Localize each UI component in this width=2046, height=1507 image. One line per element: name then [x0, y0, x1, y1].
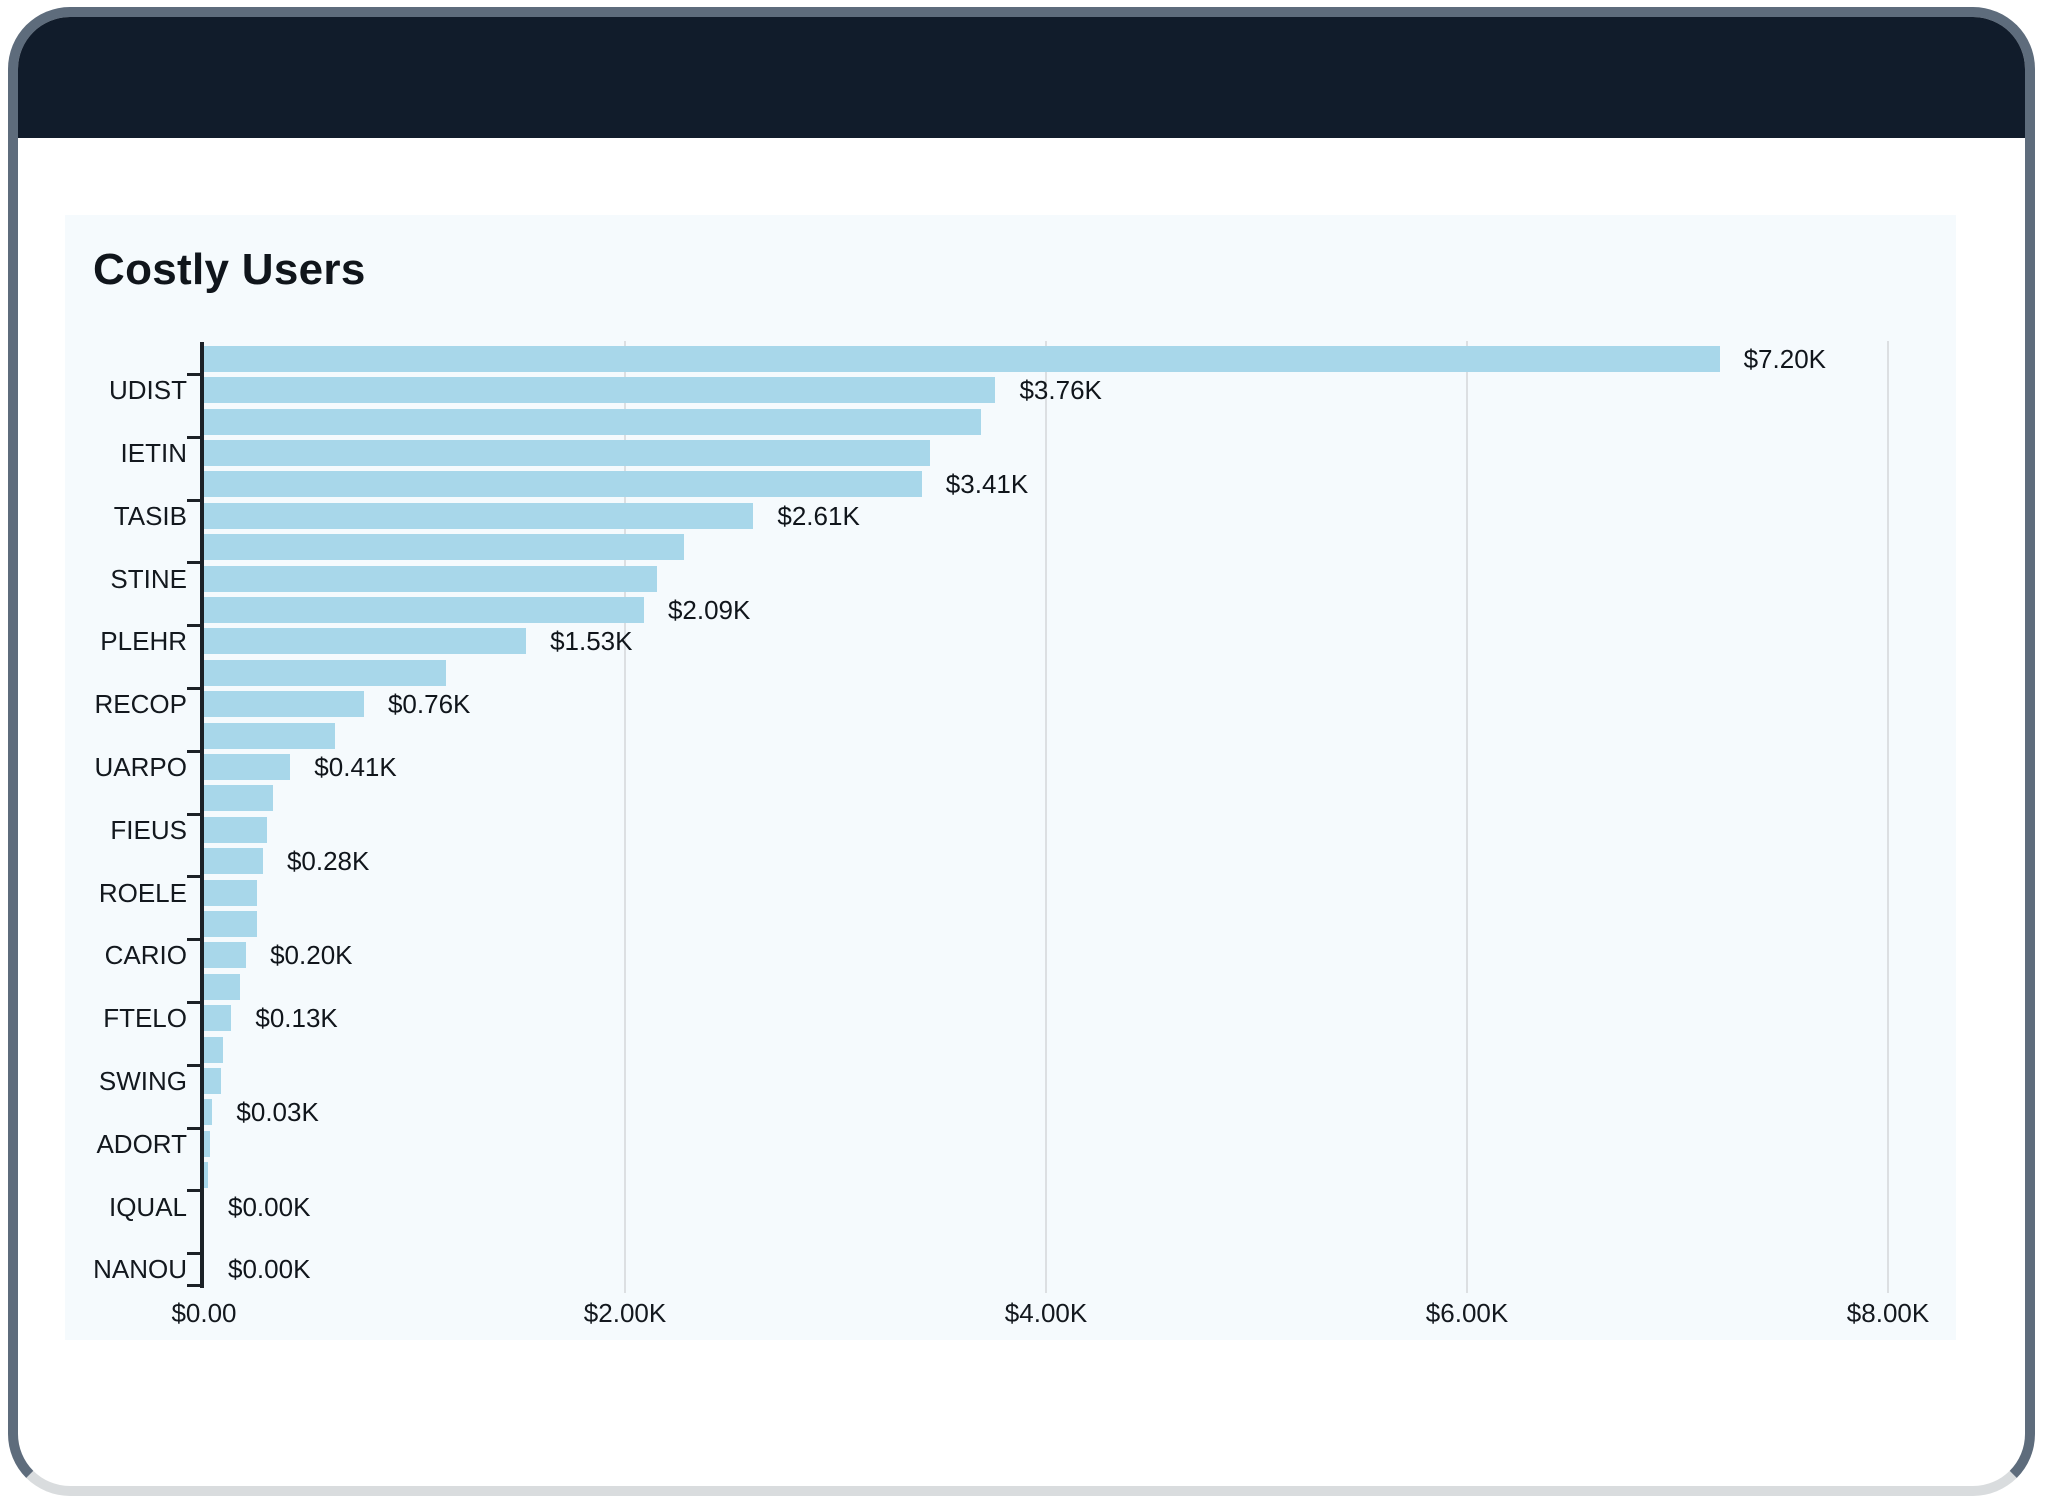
bar-value-label: $2.61K — [777, 500, 860, 531]
bar-row27[interactable] — [204, 1162, 209, 1189]
y-axis-tick — [187, 624, 200, 628]
category-label: RECOP — [94, 689, 187, 720]
category-label: STINE — [110, 563, 187, 594]
bar-row21[interactable] — [204, 973, 240, 1000]
y-axis-line — [200, 342, 204, 1288]
plot-area: $0.00 $2.00K $4.00K $6.00K $8.00K $7.20K UDIST… — [65, 215, 1956, 1340]
category-label: FTELO — [103, 1003, 187, 1034]
bar-row3[interactable] — [204, 408, 981, 435]
bar-value-label: $0.00K — [228, 1254, 311, 1285]
y-axis-tick — [187, 1126, 200, 1130]
y-axis-tick — [187, 938, 200, 942]
bar-ADORT[interactable] — [204, 1130, 211, 1157]
gridline — [1887, 341, 1889, 1293]
bar-TASIB[interactable] — [204, 502, 754, 529]
category-label: UDIST — [109, 375, 187, 406]
y-axis-end-tick — [187, 1283, 200, 1287]
bar-value-label: $7.20K — [1743, 343, 1826, 374]
top-navigation-bar — [18, 17, 2025, 138]
y-axis-tick — [187, 875, 200, 879]
category-label: IQUAL — [108, 1191, 187, 1222]
x-axis-label: $2.00K — [583, 1298, 667, 1328]
bar-row9[interactable] — [204, 596, 644, 623]
bar-FTELO[interactable] — [204, 1005, 232, 1032]
y-axis-tick — [187, 1252, 200, 1256]
bar-value-label: $0.28K — [286, 846, 370, 877]
category-label: SWING — [98, 1065, 187, 1096]
y-axis-tick — [187, 1189, 200, 1193]
y-axis-tick — [187, 812, 200, 816]
bar-ROELE[interactable] — [204, 879, 257, 906]
bar-value-label: $0.41K — [314, 751, 397, 782]
bar-RECOP[interactable] — [204, 691, 364, 718]
bar-UARPO[interactable] — [204, 753, 291, 780]
x-axis-label: $0.00 — [171, 1298, 237, 1328]
x-axis-label: $4.00K — [1004, 1298, 1088, 1328]
bar-row25[interactable] — [204, 1099, 213, 1126]
y-axis-tick — [187, 1000, 200, 1004]
bar-row7[interactable] — [204, 534, 684, 561]
bar-row23[interactable] — [204, 1036, 223, 1063]
x-axis-label: $6.00K — [1425, 1298, 1509, 1328]
bar-FIEUS[interactable] — [204, 816, 268, 843]
bar-row17[interactable] — [204, 848, 263, 875]
y-axis-tick — [187, 686, 200, 690]
gridline — [1045, 341, 1047, 1293]
costly-users-chart-card: Costly Users $0.00 $2.00K $4.00K $6.00K $8.0… — [65, 215, 1956, 1340]
bar-row13[interactable] — [204, 722, 335, 749]
gridline — [1466, 341, 1468, 1293]
bar-SWING[interactable] — [204, 1067, 221, 1094]
bar-value-label: $0.03K — [236, 1097, 319, 1128]
y-axis-tick — [187, 1063, 200, 1067]
bar-value-label: $0.76K — [387, 689, 471, 720]
bar-value-label: $3.76K — [1019, 375, 1102, 406]
y-axis-tick — [187, 435, 200, 439]
bar-value-label: $0.00K — [228, 1191, 311, 1222]
bar-row11[interactable] — [204, 659, 447, 686]
app-window: Costly Users $0.00 $2.00K $4.00K $6.00K $8.0… — [8, 7, 2035, 1496]
x-axis-label: $8.00K — [1846, 1298, 1930, 1328]
category-label: IETIN — [120, 437, 187, 468]
chart-title: Costly Users — [93, 245, 366, 294]
category-label: ROELE — [98, 877, 187, 908]
bar-value-label: $0.13K — [255, 1003, 338, 1034]
category-label: NANOU — [93, 1254, 187, 1285]
bar-row15[interactable] — [204, 785, 274, 812]
bar-STINE[interactable] — [204, 565, 657, 592]
y-axis-tick — [187, 498, 200, 502]
bar-value-label: $2.09K — [667, 594, 751, 625]
bar-value-label: $1.53K — [550, 626, 633, 657]
bar-row19[interactable] — [204, 910, 257, 937]
gridline — [624, 341, 626, 1293]
category-label: CARIO — [104, 940, 187, 971]
category-label: TASIB — [113, 500, 187, 531]
bar-UDIST[interactable] — [204, 377, 996, 404]
bar-PLEHR[interactable] — [204, 628, 527, 655]
bar-row1[interactable] — [204, 345, 1720, 372]
category-label: FIEUS — [110, 814, 187, 845]
bar-value-label: $3.41K — [945, 469, 1029, 500]
bar-value-label: $0.20K — [270, 940, 353, 971]
y-axis-tick — [187, 561, 200, 565]
category-label: UARPO — [94, 751, 187, 782]
category-label: PLEHR — [100, 626, 187, 657]
bar-IETIN[interactable] — [204, 439, 931, 466]
y-axis-tick — [187, 749, 200, 753]
y-axis-tick — [187, 372, 200, 376]
bar-CARIO[interactable] — [204, 942, 247, 969]
category-label: ADORT — [96, 1128, 187, 1159]
bar-row5[interactable] — [204, 471, 922, 498]
